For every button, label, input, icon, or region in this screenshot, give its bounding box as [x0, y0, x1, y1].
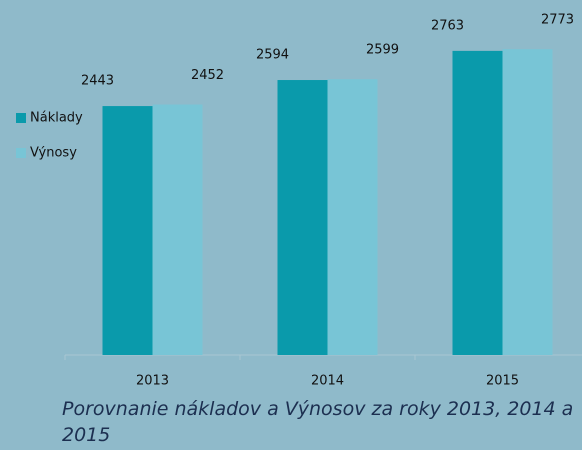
bar — [327, 79, 378, 356]
x-tick-label: 2014 — [311, 374, 344, 389]
value-label: 2763 — [431, 18, 464, 33]
chart: 2013 2443 2452 2014 2594 2599 2015 2763 2773 Nákl… — [16, 13, 582, 389]
legend-label: Výnosy — [30, 146, 77, 161]
legend-swatch — [16, 148, 26, 158]
value-label: 2594 — [256, 48, 289, 63]
bar — [277, 80, 328, 355]
x-tick-label: 2013 — [136, 374, 169, 389]
chart-title: Porovnanie nákladov a Výnosov za roky 20… — [62, 398, 574, 446]
legend-label: Náklady — [30, 111, 83, 126]
x-tick-label: 2015 — [486, 374, 519, 389]
value-label: 2773 — [541, 13, 574, 28]
value-label: 2599 — [366, 43, 399, 58]
value-label: 2452 — [191, 68, 224, 83]
bar — [452, 50, 503, 355]
legend-swatch — [16, 113, 26, 123]
bar — [152, 104, 203, 355]
bar — [502, 49, 553, 355]
value-label: 2443 — [81, 74, 114, 89]
bar — [102, 106, 153, 356]
